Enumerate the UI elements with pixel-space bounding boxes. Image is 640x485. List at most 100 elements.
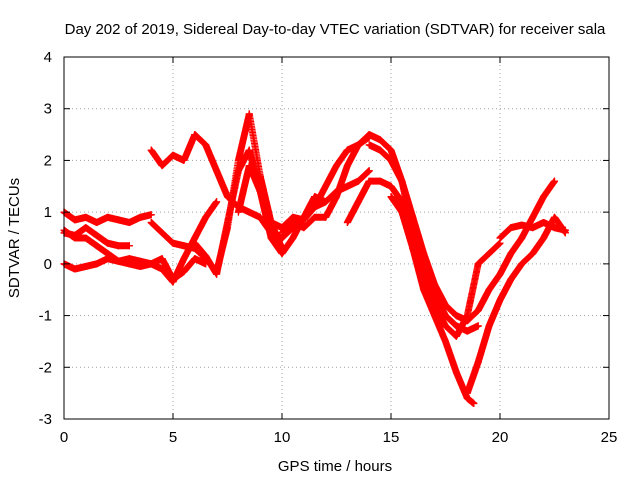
data-point (191, 255, 199, 263)
data-point (82, 262, 90, 270)
x-tick-label: 5 (169, 429, 177, 446)
data-point (169, 278, 177, 286)
data-point (551, 213, 558, 221)
data-point (158, 229, 166, 237)
data-point (529, 213, 537, 221)
data-point (398, 208, 406, 216)
data-point (365, 131, 373, 139)
grid-layer (64, 57, 609, 419)
series-track-m (387, 193, 504, 340)
data-point (463, 389, 471, 397)
data-point (365, 177, 373, 185)
y-tick-label: -2 (39, 359, 52, 376)
data-point (245, 162, 253, 170)
data-point (343, 162, 351, 170)
data-point (507, 250, 515, 258)
data-point (180, 255, 188, 263)
data-point (115, 216, 122, 224)
plot-frame (63, 56, 610, 420)
data-point (470, 399, 478, 407)
data-point (551, 177, 558, 185)
data-point (104, 239, 112, 247)
data-point (93, 218, 101, 226)
data-point (202, 252, 210, 260)
data-point (343, 182, 351, 190)
data-point (245, 110, 253, 118)
y-tick-label: 0 (44, 256, 52, 273)
data-point (518, 221, 526, 229)
data-point (267, 218, 275, 226)
data-point (442, 301, 449, 309)
data-point (300, 213, 308, 221)
data-point (180, 156, 188, 164)
data-point (147, 146, 155, 154)
data-point (71, 216, 79, 224)
data-point (442, 337, 449, 345)
x-tick-label: 15 (383, 429, 400, 446)
data-layer (60, 110, 569, 407)
data-point (387, 182, 395, 190)
series-points (147, 110, 286, 276)
series-points (278, 131, 482, 335)
data-point (322, 213, 330, 221)
data-point (158, 162, 166, 170)
data-point (300, 224, 308, 232)
data-point (354, 177, 362, 185)
data-point (518, 260, 526, 268)
data-point (147, 211, 155, 219)
data-point (245, 146, 253, 154)
y-tick-label: 3 (44, 101, 52, 118)
data-point (82, 224, 90, 232)
data-point (485, 322, 493, 330)
data-point (376, 146, 384, 154)
data-point (147, 218, 155, 226)
x-tick-label: 20 (492, 429, 509, 446)
data-point (234, 167, 242, 175)
data-point (202, 141, 210, 149)
y-tick-label: 1 (44, 204, 52, 221)
x-tick-label: 0 (60, 429, 68, 446)
data-point (540, 193, 548, 201)
data-point (474, 322, 482, 330)
data-point (507, 275, 515, 283)
series-track-n (463, 213, 569, 397)
data-point (431, 281, 439, 289)
data-point (398, 177, 406, 185)
data-point (343, 218, 351, 226)
data-point (452, 368, 460, 376)
data-point (540, 234, 548, 242)
data-point (245, 208, 253, 216)
data-point (333, 162, 340, 170)
data-point (496, 234, 504, 242)
data-point (387, 156, 395, 164)
chart-title: Day 202 of 2019, Sidereal Day-to-day VTE… (65, 21, 606, 38)
data-point (278, 229, 286, 237)
data-point (529, 224, 537, 232)
series-track-o (496, 218, 569, 242)
data-point (376, 136, 384, 144)
data-point (136, 262, 144, 270)
y-tick-label: 4 (44, 49, 52, 66)
data-point (104, 255, 112, 263)
data-point (387, 193, 395, 201)
data-point (213, 270, 221, 278)
data-point (387, 146, 395, 154)
data-point (463, 327, 471, 335)
data-point (71, 234, 79, 242)
data-point (561, 226, 569, 234)
data-point (452, 312, 460, 320)
data-point (213, 167, 221, 175)
y-tick-label: -3 (39, 411, 52, 428)
data-point (169, 239, 177, 247)
y-tick-label: 2 (44, 152, 52, 169)
data-point (463, 312, 471, 320)
data-point (311, 213, 319, 221)
data-point (540, 218, 548, 226)
data-point (474, 306, 482, 314)
data-point (180, 268, 188, 276)
data-point (289, 218, 297, 226)
data-point (529, 250, 537, 258)
data-point (496, 296, 504, 304)
data-point (452, 332, 460, 340)
data-point (322, 198, 330, 206)
